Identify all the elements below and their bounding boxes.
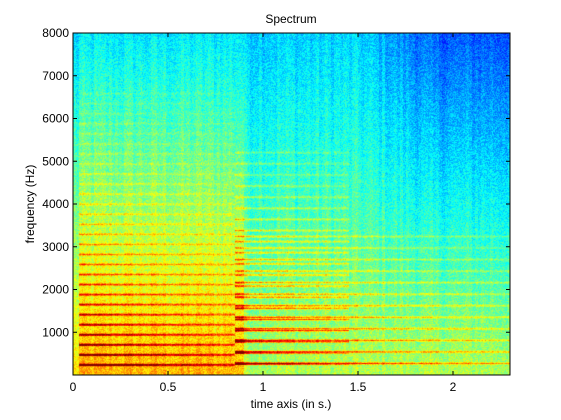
y-tick-label: 5000 (42, 154, 69, 168)
y-tick-label: 2000 (42, 283, 69, 297)
y-axis-label: frequency (Hz) (23, 165, 37, 244)
x-tick-label: 2 (450, 380, 457, 394)
y-tick-label: 6000 (42, 112, 69, 126)
plot-area (72, 32, 511, 376)
y-tick-label: 1000 (42, 325, 69, 339)
x-axis-ticks: 0 0.5 1 1.5 2 (70, 33, 457, 394)
y-tick-label: 7000 (42, 69, 69, 83)
y-tick-label: 3000 (42, 240, 69, 254)
chart-title: Spectrum (265, 12, 316, 26)
x-tick-label: 1 (260, 380, 267, 394)
x-tick-label: 0.5 (160, 380, 177, 394)
heatmap-image (73, 33, 510, 375)
x-tick-label: 0 (70, 380, 77, 394)
y-tick-label: 8000 (42, 26, 69, 40)
y-axis-ticks: 1000 2000 3000 4000 5000 6000 7000 8000 (42, 26, 510, 339)
x-tick-label: 1.5 (350, 380, 367, 394)
y-tick-label: 4000 (42, 197, 69, 211)
x-axis-label: time axis (in s.) (251, 397, 332, 411)
